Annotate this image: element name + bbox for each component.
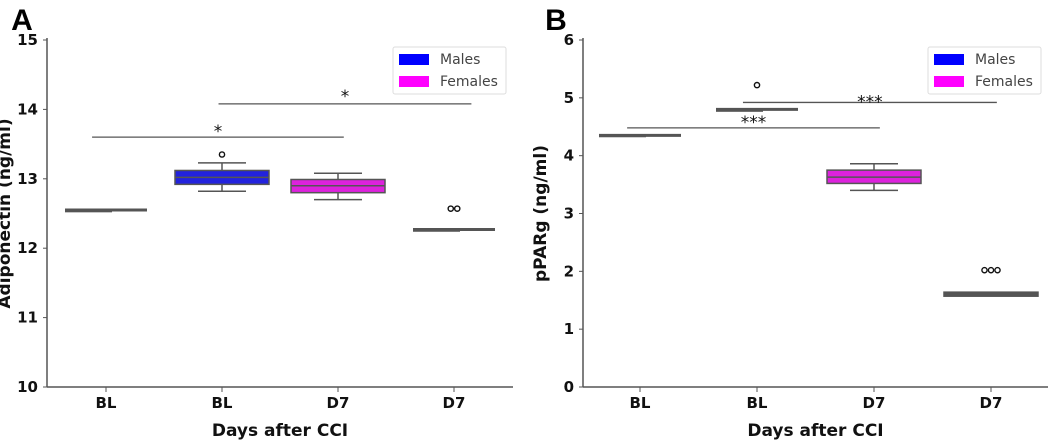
panel-B: B 0 1 2 3 4 5 6 BL BL D7 D7 pPARg (ng/ml) Days after …: [531, 4, 1048, 441]
legend-swatch-females: [399, 76, 429, 87]
box-D7-3: [413, 205, 495, 232]
panel-label: B: [545, 4, 567, 37]
significance-label: *: [341, 87, 350, 107]
legend-label-females: Females: [975, 74, 1033, 90]
legend: Males Females: [392, 46, 507, 95]
y-tick-label: 10: [17, 378, 38, 396]
x-tick-label: BL: [747, 394, 768, 412]
y-tick-label: 15: [17, 31, 38, 49]
x-tick-label: BL: [96, 394, 117, 412]
y-axis-label: Adiponectin (ng/ml): [0, 118, 15, 308]
outlier-point: [447, 205, 455, 212]
y-tick-label: 12: [17, 239, 38, 257]
y-tick-label: 11: [17, 309, 38, 327]
box-BL-1: [716, 81, 798, 112]
box-BL-0: [65, 208, 147, 213]
panel-A: A 10 11 12 13 14 15 BL BL D7 D7 Adiponectin (ng/ml)…: [0, 4, 513, 441]
legend-label-males: Males: [440, 52, 480, 68]
legend-label-males: Males: [975, 52, 1015, 68]
y-tick-label: 2: [564, 262, 574, 280]
outlier-point: [218, 151, 226, 158]
panel-label: A: [11, 4, 33, 37]
y-tick-label: 13: [17, 170, 38, 188]
x-axis-label: Days after CCI: [747, 421, 883, 441]
box-D7-2: [290, 172, 386, 201]
y-tick-label: 14: [17, 100, 38, 118]
x-axis-label: Days after CCI: [212, 421, 348, 441]
significance-label: *: [214, 122, 223, 142]
outlier-point: [753, 81, 761, 89]
box-D7-3: [943, 266, 1039, 297]
y-tick-label: 5: [564, 89, 574, 107]
outlier-point: [994, 266, 1001, 274]
box-body: [413, 228, 460, 232]
box-body: [65, 209, 112, 213]
x-tick-label: D7: [327, 394, 350, 412]
y-tick-label: 1: [564, 320, 574, 338]
box-BL-0: [599, 133, 681, 138]
y-tick-label: 0: [564, 378, 574, 396]
box-body: [716, 108, 763, 112]
legend-swatch-females: [934, 76, 964, 87]
outlier-point: [987, 266, 995, 274]
box-body: [599, 134, 646, 138]
outlier-point: [453, 205, 461, 212]
legend: Males Females: [927, 46, 1042, 95]
outlier-point: [981, 266, 988, 274]
y-tick-label: 4: [564, 147, 574, 165]
x-tick-label: BL: [630, 394, 651, 412]
significance-label: ***: [741, 113, 767, 133]
legend-label-females: Females: [440, 74, 498, 90]
legend-swatch-males: [399, 54, 429, 65]
significance-label: ***: [857, 93, 883, 113]
box-BL-1: [174, 151, 270, 193]
x-tick-label: BL: [212, 394, 233, 412]
y-tick-label: 3: [564, 205, 574, 223]
x-tick-label: D7: [443, 394, 466, 412]
x-tick-label: D7: [980, 394, 1003, 412]
legend-swatch-males: [934, 54, 964, 65]
box-D7-2: [826, 163, 922, 192]
x-tick-label: D7: [863, 394, 886, 412]
y-tick-label: 6: [564, 31, 574, 49]
y-axis-label: pPARg (ng/ml): [531, 145, 551, 282]
